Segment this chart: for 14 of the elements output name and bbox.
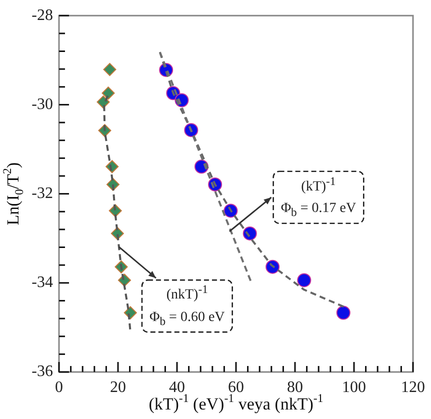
x-tick-label: 80 <box>287 378 303 396</box>
y-tick-label: -30 <box>32 96 53 113</box>
text: (nkT)$^{-1}$ Φ$_{b}$ = 0.60 eV <box>149 283 225 328</box>
x-tick-label: 40 <box>169 378 185 396</box>
y-tick-label: -36 <box>32 363 53 380</box>
y-axis-title: Ln(I0/T2) <box>0 162 26 226</box>
x-tick-label: 100 <box>342 378 366 396</box>
y-tick-label: -28 <box>32 6 53 24</box>
y-tick-label: -34 <box>32 274 53 292</box>
text: (kT)$^{-1}$ Φ$_{b}$ = 0.17 eV <box>280 174 356 220</box>
x-tick-label: 120 <box>401 378 425 396</box>
x-tick-label: 0 <box>55 378 63 396</box>
x-tick-label: 20 <box>110 378 126 396</box>
y-tick-label: -32 <box>32 185 53 202</box>
